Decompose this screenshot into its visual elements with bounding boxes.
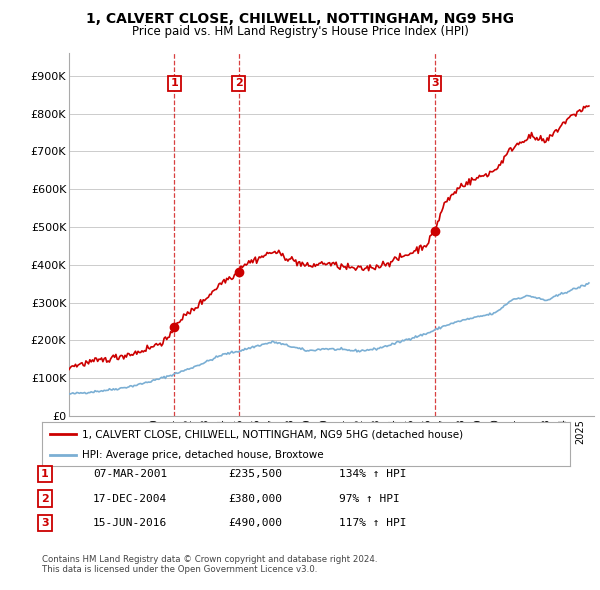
Text: 1, CALVERT CLOSE, CHILWELL, NOTTINGHAM, NG9 5HG: 1, CALVERT CLOSE, CHILWELL, NOTTINGHAM, …: [86, 12, 514, 26]
Text: 97% ↑ HPI: 97% ↑ HPI: [339, 494, 400, 503]
Text: £490,000: £490,000: [228, 518, 282, 527]
Text: 117% ↑ HPI: 117% ↑ HPI: [339, 518, 407, 527]
Text: Contains HM Land Registry data © Crown copyright and database right 2024.
This d: Contains HM Land Registry data © Crown c…: [42, 555, 377, 574]
Text: £380,000: £380,000: [228, 494, 282, 503]
Text: 2: 2: [41, 494, 49, 503]
Text: 1, CALVERT CLOSE, CHILWELL, NOTTINGHAM, NG9 5HG (detached house): 1, CALVERT CLOSE, CHILWELL, NOTTINGHAM, …: [82, 430, 463, 439]
Text: 15-JUN-2016: 15-JUN-2016: [93, 518, 167, 527]
Text: 17-DEC-2004: 17-DEC-2004: [93, 494, 167, 503]
Text: 07-MAR-2001: 07-MAR-2001: [93, 470, 167, 479]
Text: £235,500: £235,500: [228, 470, 282, 479]
Text: 2: 2: [235, 78, 242, 88]
Text: 1: 1: [170, 78, 178, 88]
Text: HPI: Average price, detached house, Broxtowe: HPI: Average price, detached house, Brox…: [82, 451, 323, 460]
Text: 3: 3: [431, 78, 439, 88]
Text: 1: 1: [41, 470, 49, 479]
Text: 134% ↑ HPI: 134% ↑ HPI: [339, 470, 407, 479]
Text: Price paid vs. HM Land Registry's House Price Index (HPI): Price paid vs. HM Land Registry's House …: [131, 25, 469, 38]
Text: 3: 3: [41, 518, 49, 527]
